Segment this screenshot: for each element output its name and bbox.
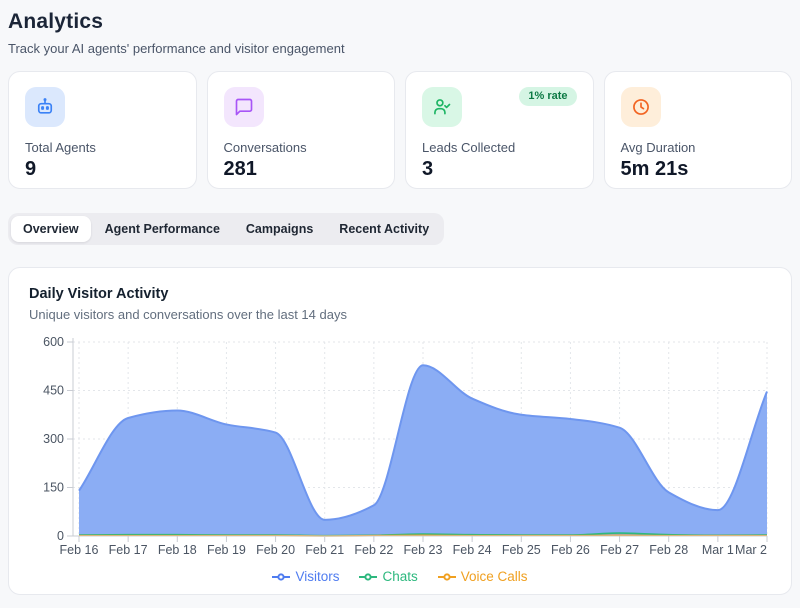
y-axis-tick-label: 150 (43, 481, 64, 495)
stat-label: Leads Collected (422, 140, 516, 155)
x-axis-tick-label: Feb 16 (60, 543, 99, 557)
stat-card-conversations: Conversations 281 (206, 71, 395, 189)
chart-legend: Visitors Chats Voice Calls (29, 569, 771, 584)
y-axis-tick-label: 0 (57, 529, 64, 543)
stat-value: 5m 21s (620, 158, 689, 180)
clock-icon (620, 87, 661, 127)
lead-rate-badge: 1% rate (519, 87, 577, 106)
stat-card-avg-duration: Avg Duration 5m 21s (603, 71, 792, 189)
stat-value: 281 (223, 158, 257, 180)
stat-label: Total Agents (25, 140, 96, 155)
legend-marker-icon (272, 572, 291, 581)
tab-overview[interactable]: Overview (11, 216, 91, 242)
x-axis-tick-label: Feb 26 (551, 543, 590, 557)
x-axis-tick-label: Feb 28 (649, 543, 688, 557)
stat-card-leads-collected: 1% rate Leads Collected 3 (405, 71, 594, 189)
legend-label: Voice Calls (460, 569, 528, 584)
x-axis-tick-label: Feb 22 (354, 543, 393, 557)
legend-marker-icon (359, 572, 378, 581)
legend-label: Visitors (295, 569, 340, 584)
x-axis-tick-label: Feb 20 (256, 543, 295, 557)
x-axis-tick-label: Feb 19 (207, 543, 246, 557)
x-axis-tick-label: Feb 23 (404, 543, 443, 557)
x-axis-tick-label: Mar 2 (735, 543, 767, 557)
stat-card-total-agents: Total Agents 9 (8, 71, 197, 189)
x-axis-tick-label: Feb 21 (305, 543, 344, 557)
stats-row: Total Agents 9 Conversations 281 1% rate… (8, 71, 792, 189)
x-axis-tick-label: Feb 18 (158, 543, 197, 557)
stat-label: Conversations (223, 140, 307, 155)
chart-area: 0 150 300 450 600 Feb 16 Feb 17 Feb 18 Feb 19 Feb… (29, 334, 771, 567)
legend-label: Chats (382, 569, 418, 584)
chart-subtitle: Unique visitors and conversations over t… (29, 307, 347, 322)
stat-value: 3 (422, 158, 434, 180)
chart-title: Daily Visitor Activity (29, 286, 169, 302)
daily-visitor-activity-chart: 0 150 300 450 600 Feb 16 Feb 17 Feb 18 Feb 19 Feb… (43, 335, 768, 557)
page-title: Analytics (8, 10, 104, 33)
line-series-1 (78, 532, 768, 537)
daily-visitor-activity-card: Daily Visitor Activity Unique visitors a… (8, 267, 792, 595)
area-series-0 (79, 365, 767, 536)
robot-icon (25, 87, 65, 127)
chat-bubble-icon (223, 87, 264, 127)
legend-item-chats[interactable]: Chats (359, 569, 418, 584)
tab-bar: Overview Agent Performance Campaigns Rec… (8, 213, 445, 245)
stat-label: Avg Duration (620, 140, 696, 155)
page-subtitle: Track your AI agents' performance and vi… (8, 41, 345, 56)
stat-value: 9 (25, 158, 37, 180)
tab-recent-activity[interactable]: Recent Activity (327, 216, 441, 242)
legend-item-visitors[interactable]: Visitors (272, 569, 339, 584)
user-check-icon (422, 87, 462, 127)
x-axis-tick-label: Feb 27 (600, 543, 639, 557)
legend-marker-icon (437, 572, 456, 581)
x-axis-tick-label: Mar 1 (702, 543, 734, 557)
page-header: Analytics Track your AI agents' performa… (8, 10, 792, 56)
y-axis-tick-label: 600 (43, 335, 64, 349)
legend-item-voice-calls[interactable]: Voice Calls (437, 569, 528, 584)
x-axis-tick-label: Feb 25 (502, 543, 541, 557)
tab-agent-performance[interactable]: Agent Performance (93, 216, 232, 242)
x-axis-tick-label: Feb 17 (109, 543, 148, 557)
y-axis-tick-label: 450 (43, 384, 64, 398)
line-series-0 (78, 364, 768, 521)
y-axis-tick-label: 300 (43, 432, 64, 446)
tab-campaigns[interactable]: Campaigns (234, 216, 325, 242)
x-axis-tick-label: Feb 24 (453, 543, 492, 557)
